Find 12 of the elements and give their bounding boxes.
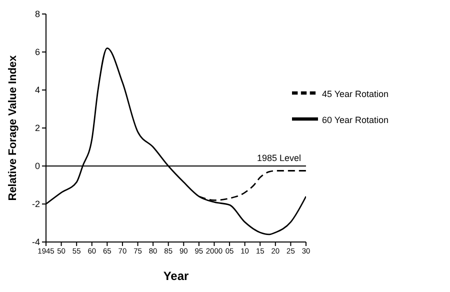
- ref-line-label: 1985 Level: [256, 153, 301, 163]
- y-tick-label: 6: [34, 47, 40, 58]
- y-tick-label: -2: [32, 199, 40, 210]
- x-axis-title: Year: [163, 269, 190, 283]
- y-tick-label: -4: [32, 237, 40, 248]
- y-axis-title: Relative Forage Value Index: [6, 54, 19, 201]
- y-tick-label: 2: [34, 123, 40, 134]
- y-tick-label: 0: [34, 161, 40, 172]
- y-tick-label: 4: [34, 85, 40, 96]
- legend-label: 60 Year Rotation: [322, 115, 389, 126]
- y-tick-label: 8: [34, 9, 40, 20]
- legend-label: 45 Year Rotation: [322, 89, 389, 100]
